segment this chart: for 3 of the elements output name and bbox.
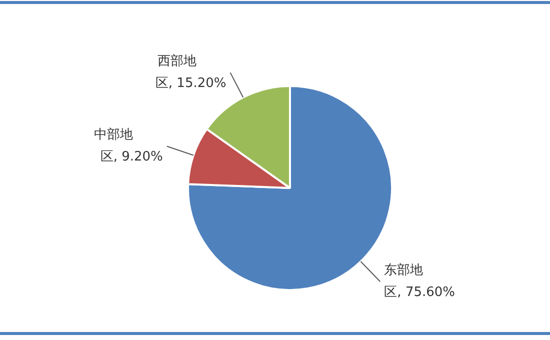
slice-label: 中部地区, 9.20% bbox=[94, 128, 163, 165]
slice-label: 西部地区, 15.20% bbox=[155, 54, 226, 91]
slice-label: 东部地区, 75.60% bbox=[384, 263, 456, 300]
